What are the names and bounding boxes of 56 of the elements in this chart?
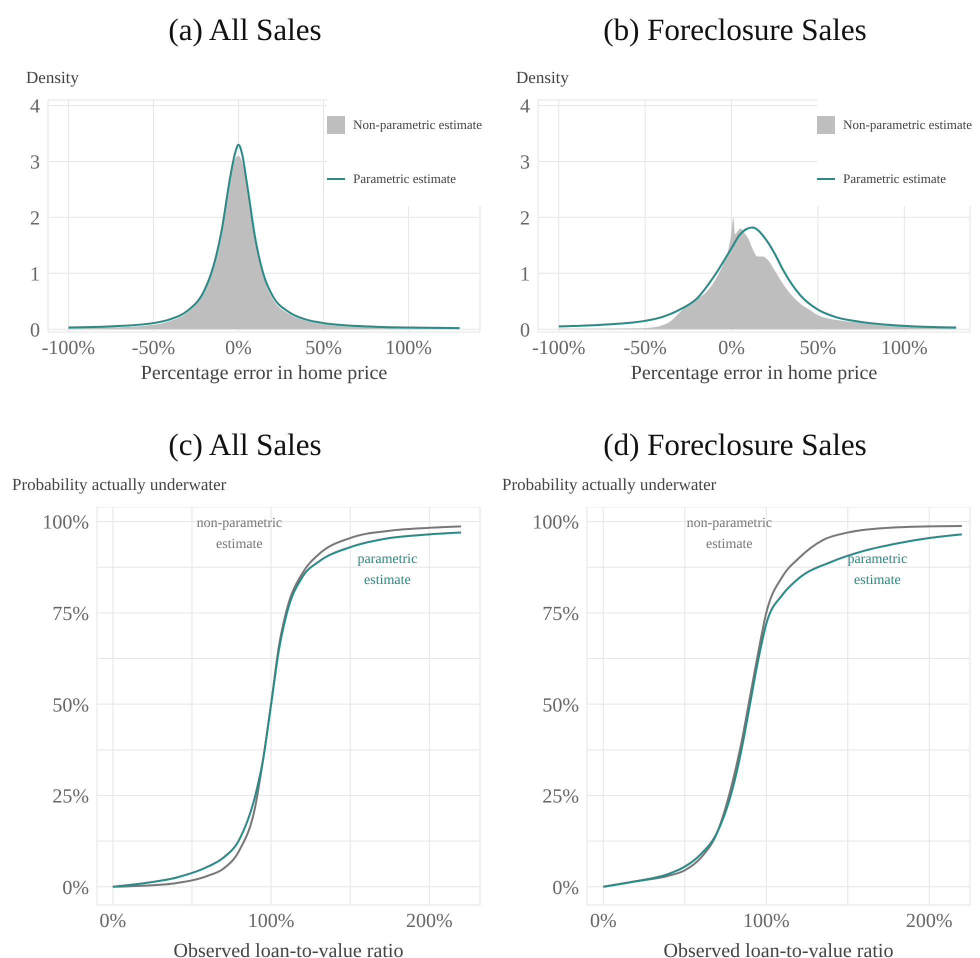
x-tick-label: 0% [99, 910, 126, 932]
y-tick-label: 25% [542, 786, 579, 808]
y-tick-label: 0% [62, 876, 89, 899]
x-axis-title: Percentage error in home price [630, 362, 878, 385]
y-tick-label: 3 [520, 152, 530, 174]
y-tick-label: 2 [520, 208, 530, 230]
y-tick-label: 4 [30, 96, 40, 118]
x-axis-title: Observed loan-to-value ratio [662, 940, 894, 958]
y-tick-label: 0 [520, 319, 530, 342]
x-tick-label: 100% [881, 337, 928, 360]
x-tick-label: -100% [532, 337, 586, 360]
y-axis-title: Density [25, 68, 80, 89]
y-tick-label: 25% [52, 786, 89, 808]
annotation: parametric estimate [847, 550, 908, 590]
x-tick-label: 200% [406, 910, 453, 932]
x-tick-label: 100% [385, 337, 432, 360]
x-axis-title: Percentage error in home price [140, 362, 388, 385]
y-tick-label: 3 [30, 152, 40, 174]
y-tick-label: 0% [552, 876, 579, 899]
chart-title: (a) All Sales [167, 11, 323, 49]
y-tick-label: 100% [532, 512, 579, 534]
x-tick-label: 100% [742, 910, 790, 932]
y-axis-title: Density [515, 68, 570, 89]
x-tick-label: 100% [248, 910, 294, 932]
x-tick-label: 0% [225, 337, 252, 360]
x-tick-label: 0% [718, 337, 745, 360]
legend-label: Parametric estimate [353, 171, 456, 187]
x-tick-label: 50% [800, 337, 836, 360]
x-axis-title: Observed loan-to-value ratio [172, 940, 404, 958]
x-tick-label: -100% [42, 337, 96, 360]
y-tick-label: 1 [520, 263, 530, 286]
y-axis-title: Probability actually underwater [501, 475, 718, 496]
x-tick-label: 50% [305, 337, 342, 360]
y-tick-label: 50% [52, 694, 89, 716]
x-tick-label: -50% [132, 337, 176, 360]
x-tick-label: -50% [623, 337, 667, 360]
y-tick-label: 4 [520, 96, 530, 118]
x-tick-label: 200% [906, 910, 953, 932]
annotation: non-parametric estimate [196, 515, 282, 554]
y-tick-label: 1 [30, 263, 40, 286]
chart-title: (c) All Sales [167, 426, 323, 464]
y-tick-label: 100% [42, 512, 89, 534]
annotation: parametric estimate [357, 550, 418, 590]
chart-title: (b) Foreclosure Sales [602, 11, 868, 49]
legend-label: Non-parametric estimate [353, 117, 482, 133]
legend-label: Parametric estimate [843, 171, 946, 187]
y-tick-label: 50% [542, 694, 579, 716]
y-tick-label: 75% [542, 602, 579, 625]
legend-label: Non-parametric estimate [843, 117, 972, 133]
annotation: non-parametric estimate [686, 515, 772, 554]
x-tick-label: 0% [590, 910, 617, 932]
y-tick-label: 0 [30, 319, 40, 342]
y-tick-label: 75% [52, 602, 89, 625]
y-axis-title: Probability actually underwater [11, 475, 228, 496]
y-tick-label: 2 [30, 208, 40, 230]
chart-title: (d) Foreclosure Sales [602, 426, 868, 464]
